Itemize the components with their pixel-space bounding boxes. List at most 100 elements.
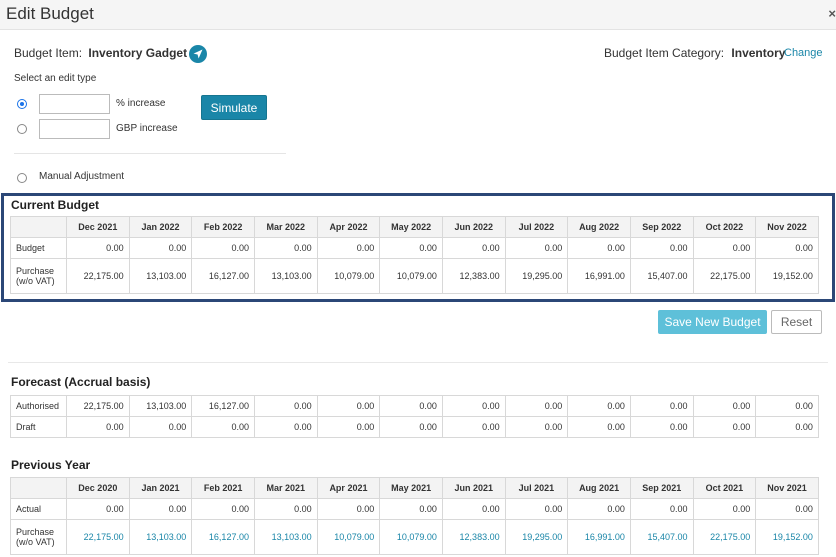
value-cell: 0.00 bbox=[66, 416, 130, 438]
value-cell: 13,103.00 bbox=[128, 395, 193, 417]
table-row: Purchase (w/o VAT) 22,175.00 13,103.00 16,1… bbox=[10, 258, 819, 294]
budget-item: Budget Item: Inventory Gadget bbox=[14, 46, 187, 60]
gbp-increase-input[interactable] bbox=[39, 119, 110, 139]
row-label: Actual bbox=[10, 498, 67, 520]
budget-item-value: Inventory Gadget bbox=[88, 46, 188, 60]
value-cell: 0.00 bbox=[755, 498, 819, 520]
value-cell: 0.00 bbox=[629, 395, 694, 417]
value-cell[interactable]: 19,152.00 bbox=[755, 519, 819, 555]
month-header: Apr 2022 bbox=[316, 216, 381, 238]
value-cell: 10,079.00 bbox=[379, 258, 443, 294]
month-header: Mar 2022 bbox=[253, 216, 318, 238]
month-header: Apr 2021 bbox=[316, 477, 381, 499]
value-cell: 13,103.00 bbox=[253, 258, 318, 294]
value-cell[interactable]: 12,383.00 bbox=[441, 519, 506, 555]
value-cell[interactable]: 15,407.00 bbox=[629, 519, 694, 555]
forecast-title: Forecast (Accrual basis) bbox=[11, 375, 151, 389]
value-cell: 0.00 bbox=[316, 395, 381, 417]
percent-increase-input[interactable] bbox=[39, 94, 110, 114]
month-header: Feb 2022 bbox=[191, 216, 255, 238]
current-budget-title: Current Budget bbox=[11, 198, 99, 212]
value-cell[interactable]: 22,175.00 bbox=[692, 519, 757, 555]
month-header: Jul 2022 bbox=[504, 216, 569, 238]
value-cell: 0.00 bbox=[316, 416, 381, 438]
month-header: Jun 2022 bbox=[441, 216, 506, 238]
month-header: Nov 2021 bbox=[755, 477, 819, 499]
month-header: Dec 2021 bbox=[66, 216, 130, 238]
value-cell: 0.00 bbox=[567, 416, 631, 438]
send-icon[interactable] bbox=[189, 45, 207, 63]
simulate-button[interactable]: Simulate bbox=[201, 95, 267, 120]
value-cell: 0.00 bbox=[441, 498, 506, 520]
value-cell: 0.00 bbox=[379, 416, 443, 438]
value-cell: 0.00 bbox=[755, 416, 819, 438]
value-cell: 0.00 bbox=[128, 498, 193, 520]
month-header: Jul 2021 bbox=[504, 477, 569, 499]
header-corner bbox=[10, 477, 67, 499]
value-cell: 0.00 bbox=[692, 237, 757, 259]
value-cell: 0.00 bbox=[128, 416, 193, 438]
modal-header: Edit Budget × bbox=[0, 0, 836, 30]
previous-year-table: Dec 2020 Jan 2021 Feb 2021 Mar 2021 Apr 2021… bbox=[10, 477, 819, 555]
table-row: Purchase (w/o VAT) 22,175.00 13,103.00 16,1… bbox=[10, 519, 819, 555]
value-cell: 19,295.00 bbox=[504, 258, 569, 294]
value-cell[interactable]: 10,079.00 bbox=[316, 519, 381, 555]
percent-increase-label: % increase bbox=[116, 98, 166, 109]
value-cell: 16,127.00 bbox=[191, 395, 255, 417]
value-cell: 0.00 bbox=[692, 498, 757, 520]
value-cell: 22,175.00 bbox=[66, 258, 130, 294]
gbp-increase-label: GBP increase bbox=[116, 123, 178, 134]
percent-increase-radio[interactable] bbox=[17, 99, 27, 109]
value-cell: 0.00 bbox=[191, 416, 255, 438]
current-budget-table: Dec 2021 Jan 2022 Feb 2022 Mar 2022 Apr 2022… bbox=[10, 216, 819, 294]
modal-title: Edit Budget bbox=[6, 4, 94, 23]
month-header: Sep 2022 bbox=[629, 216, 694, 238]
value-cell: 0.00 bbox=[379, 498, 443, 520]
value-cell: 15,407.00 bbox=[629, 258, 694, 294]
value-cell: 0.00 bbox=[629, 416, 694, 438]
save-new-budget-button[interactable]: Save New Budget bbox=[658, 310, 767, 334]
divider bbox=[8, 362, 828, 363]
value-cell[interactable]: 10,079.00 bbox=[379, 519, 443, 555]
month-header: Oct 2022 bbox=[692, 216, 757, 238]
budget-item-category: Budget Item Category: Inventory bbox=[604, 46, 785, 60]
month-header: Aug 2022 bbox=[567, 216, 631, 238]
table-header-row: Dec 2020 Jan 2021 Feb 2021 Mar 2021 Apr 2021… bbox=[10, 477, 819, 499]
value-cell[interactable]: 19,295.00 bbox=[504, 519, 569, 555]
value-cell: 0.00 bbox=[504, 416, 569, 438]
month-header: Feb 2021 bbox=[191, 477, 255, 499]
gbp-increase-radio[interactable] bbox=[17, 124, 27, 134]
manual-adjustment-radio[interactable] bbox=[17, 173, 27, 183]
value-cell[interactable]: 13,103.00 bbox=[253, 519, 318, 555]
close-icon[interactable]: × bbox=[828, 6, 836, 21]
value-cell: 0.00 bbox=[567, 237, 631, 259]
value-cell: 0.00 bbox=[253, 498, 318, 520]
value-cell: 0.00 bbox=[504, 395, 569, 417]
value-cell[interactable]: 16,127.00 bbox=[191, 519, 255, 555]
manual-adjustment-label: Manual Adjustment bbox=[39, 171, 125, 182]
value-cell: 0.00 bbox=[253, 416, 318, 438]
value-cell: 0.00 bbox=[316, 498, 381, 520]
value-cell: 19,152.00 bbox=[755, 258, 819, 294]
month-header: May 2022 bbox=[379, 216, 443, 238]
value-cell: 0.00 bbox=[66, 237, 130, 259]
value-cell: 0.00 bbox=[629, 237, 694, 259]
change-category-link[interactable]: Change bbox=[784, 47, 823, 59]
value-cell: 0.00 bbox=[128, 237, 193, 259]
value-cell: 22,175.00 bbox=[66, 395, 130, 417]
value-cell: 0.00 bbox=[191, 237, 255, 259]
value-cell[interactable]: 13,103.00 bbox=[128, 519, 193, 555]
row-label: Purchase (w/o VAT) bbox=[10, 519, 67, 555]
value-cell: 0.00 bbox=[755, 237, 819, 259]
category-label: Budget Item Category: bbox=[604, 46, 725, 60]
table-header-row: Dec 2021 Jan 2022 Feb 2022 Mar 2022 Apr 2022… bbox=[10, 216, 819, 238]
value-cell: 0.00 bbox=[567, 395, 631, 417]
divider bbox=[14, 153, 286, 154]
value-cell: 10,079.00 bbox=[316, 258, 381, 294]
value-cell: 13,103.00 bbox=[128, 258, 193, 294]
reset-button[interactable]: Reset bbox=[771, 310, 822, 334]
month-header: Mar 2021 bbox=[253, 477, 318, 499]
value-cell[interactable]: 16,991.00 bbox=[567, 519, 631, 555]
value-cell[interactable]: 22,175.00 bbox=[66, 519, 130, 555]
